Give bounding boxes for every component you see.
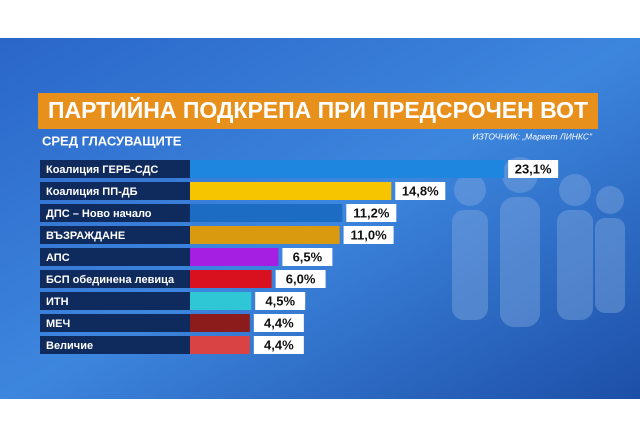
label-box <box>40 226 190 244</box>
label-box <box>40 314 190 332</box>
value-label: 14,8% <box>402 183 439 198</box>
category-label: Коалиция ГЕРБ-СДС <box>46 164 158 176</box>
value-box <box>253 336 304 354</box>
label-box <box>40 182 190 200</box>
category-label: ИТН <box>46 296 69 308</box>
value-label: 11,0% <box>351 227 388 242</box>
value-label: 6,5% <box>293 249 323 264</box>
category-label: ВЪЗРАЖДАНЕ <box>46 230 125 242</box>
category-label: Величие <box>46 340 93 352</box>
label-box <box>40 248 190 266</box>
value-box <box>275 270 326 288</box>
label-box <box>40 204 190 222</box>
value-box <box>255 292 306 310</box>
value-label: 23,1% <box>515 161 552 176</box>
category-label: МЕЧ <box>46 318 70 330</box>
bar <box>190 314 250 332</box>
subtitle: СРЕД ГЛАСУВАЩИТЕ <box>42 133 182 148</box>
people-silhouettes <box>452 157 625 327</box>
label-box <box>40 292 190 310</box>
value-box <box>508 160 559 178</box>
value-box <box>395 182 446 200</box>
category-label: ДПС – Ново начало <box>46 208 152 220</box>
bar <box>190 204 343 222</box>
value-label: 4,5% <box>265 293 295 308</box>
value-box <box>346 204 397 222</box>
category-label: БСП обединена левица <box>46 274 175 286</box>
value-label: 11,2% <box>353 205 390 220</box>
label-box <box>40 336 190 354</box>
bar <box>190 226 340 244</box>
label-box <box>40 270 190 288</box>
value-box <box>343 226 394 244</box>
source: ИЗТОЧНИК: „Маркет ЛИНКС" <box>472 131 593 141</box>
value-label: 4,4% <box>264 337 294 352</box>
value-label: 6,0% <box>286 271 316 286</box>
bar <box>190 292 252 310</box>
value-box <box>282 248 333 266</box>
bar <box>190 160 505 178</box>
bar <box>190 270 272 288</box>
bar <box>190 182 392 200</box>
chart-title: ПАРТИЙНА ПОДКРЕПА ПРИ ПРЕДСРОЧЕН ВОТ <box>48 96 588 123</box>
label-box <box>40 160 190 178</box>
category-label: Коалиция ПП-ДБ <box>46 186 138 198</box>
bar <box>190 336 250 354</box>
bar <box>190 248 279 266</box>
value-label: 4,4% <box>264 315 294 330</box>
value-box <box>253 314 304 332</box>
title-banner <box>38 93 598 129</box>
category-label: АПС <box>46 252 70 264</box>
